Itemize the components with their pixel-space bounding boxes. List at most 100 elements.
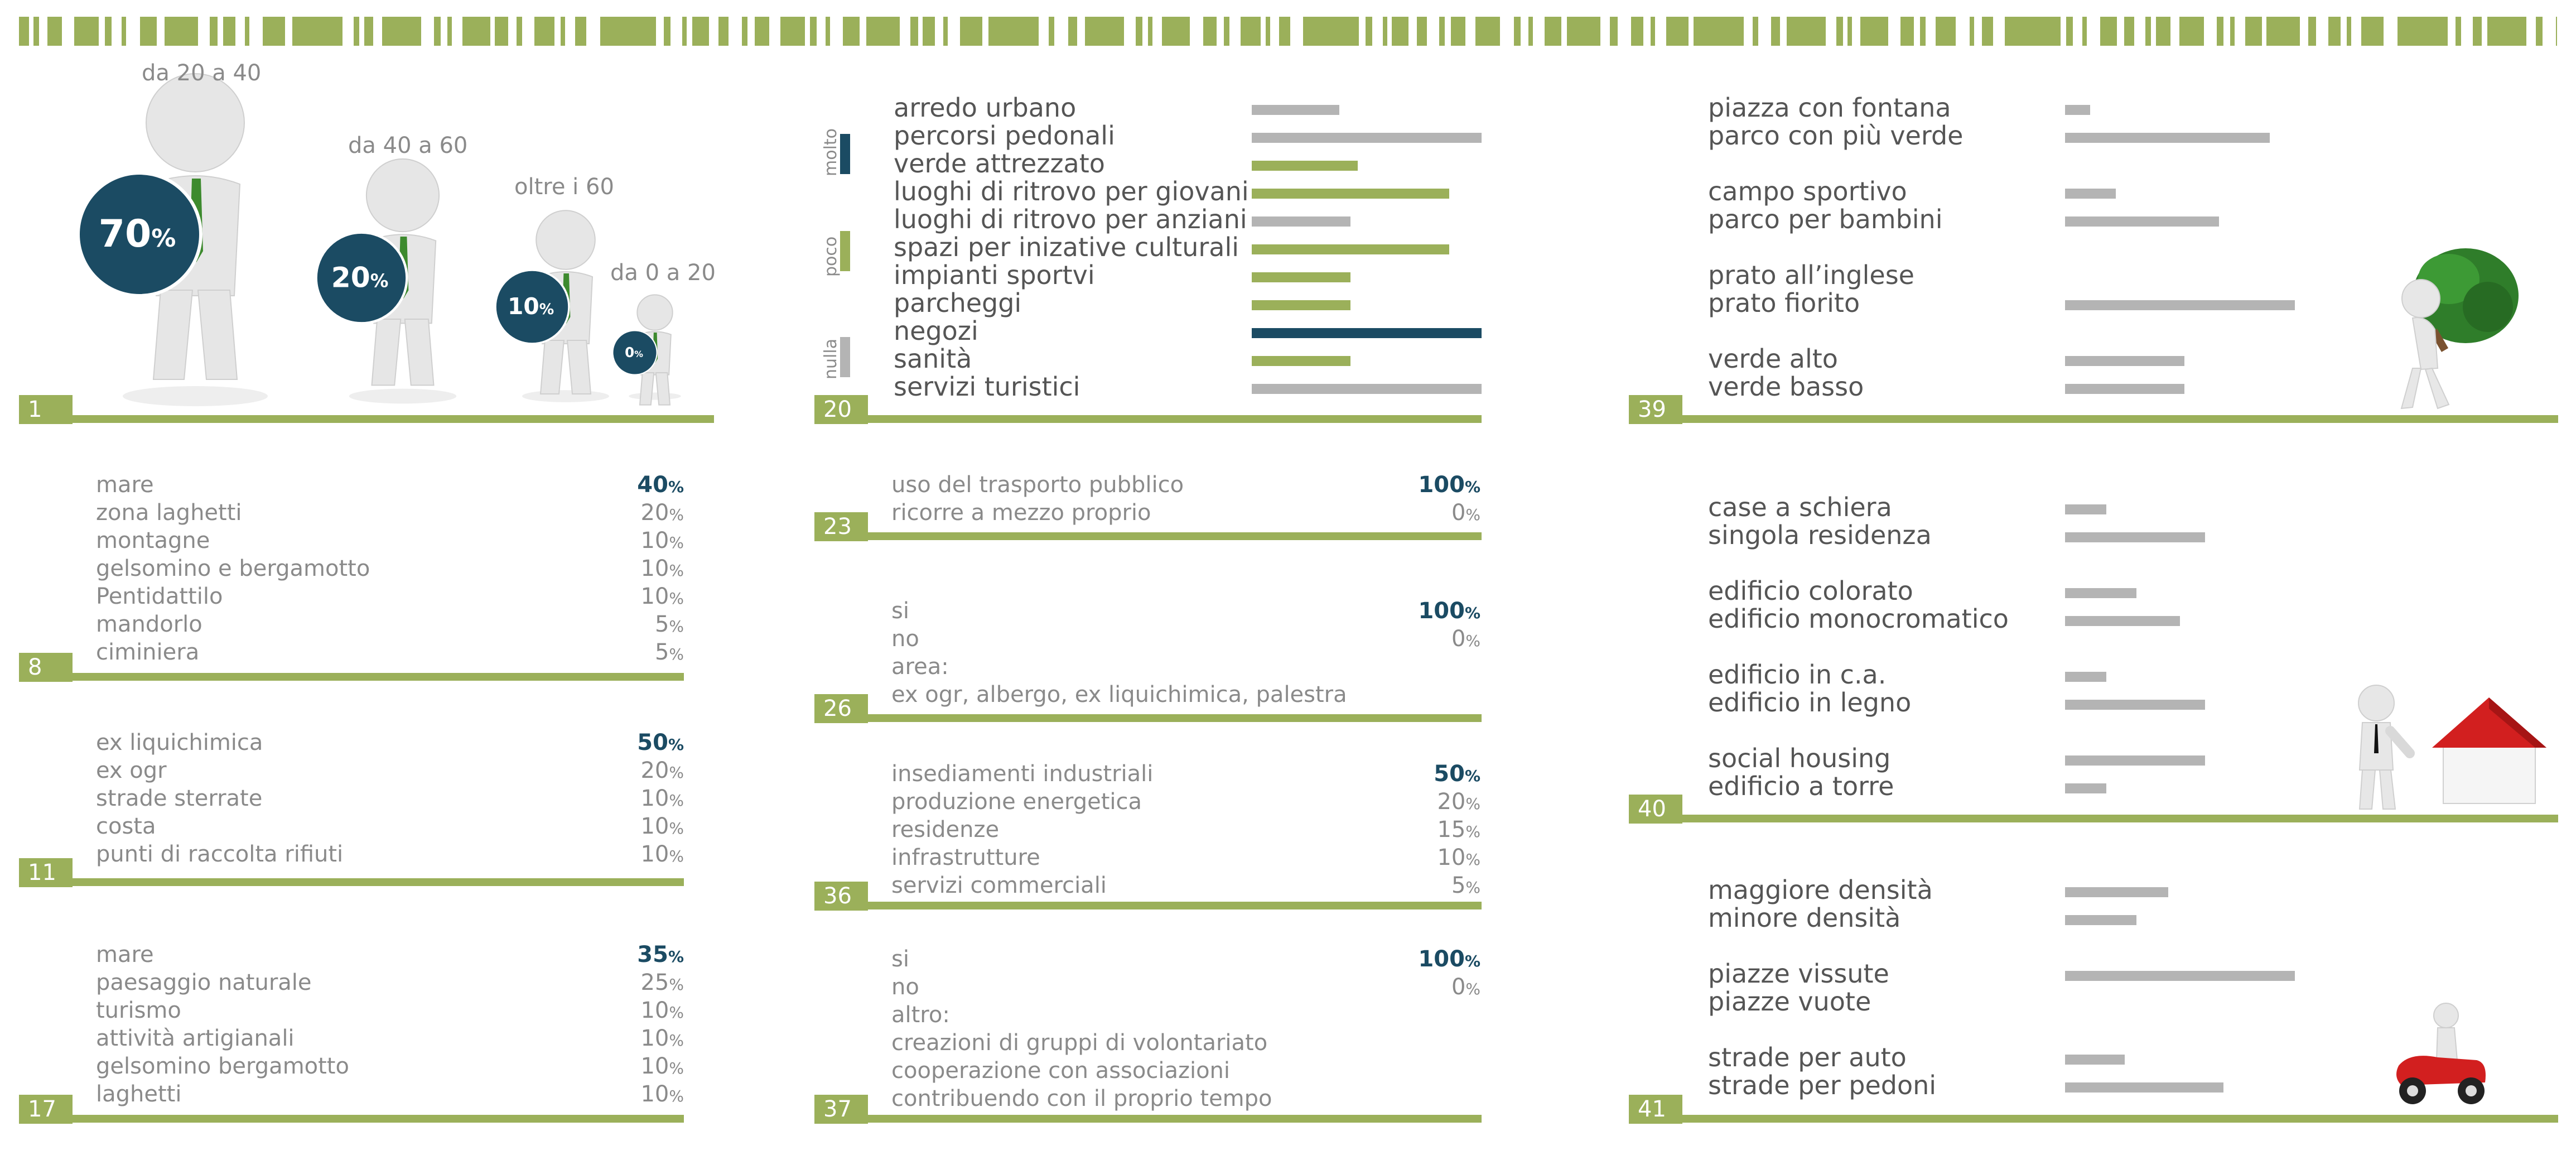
item-label: si [891,946,909,972]
divider [73,878,684,886]
barcode-bar [561,17,565,46]
barcode-bar [19,17,29,46]
barcode-bar [210,17,218,46]
item-percentage: 10% [640,814,684,839]
barcode-bar [1136,17,1142,46]
barcode-bar [1694,17,1744,46]
barcode-bar [1514,17,1521,46]
item-label: costa [96,814,156,839]
question-number: 37 [814,1095,868,1124]
divider [868,714,1482,722]
barcode-bar [1266,17,1270,46]
service-label: negozi [894,316,978,346]
barcode-bar [718,17,729,46]
note-text: contribuendo con il proprio tempo [891,1086,1272,1111]
barcode-bar [810,17,817,46]
barcode-bar [2328,17,2341,46]
option-bar [2065,700,2205,710]
service-label: arredo urbano [894,93,1077,123]
divider [73,673,684,681]
barcode-bar [447,17,452,46]
option-label: case a schiera [1708,492,1892,522]
option-label: edificio monocromatico [1708,604,2009,634]
item-label: gelsomino bergamotto [96,1053,349,1079]
option-label: prato fiorito [1708,288,1860,318]
barcode-bar [1279,17,1290,46]
legend-molto-label: molto [821,128,841,176]
barcode-bar [74,17,99,46]
item-label: produzione energetica [891,789,1142,815]
barcode-bar [923,17,935,46]
barcode-bar [1392,17,1408,46]
barcode-bar [600,17,656,46]
item-label: montagne [96,528,210,554]
item-label: mare [96,942,154,968]
option-bar [2065,356,2184,366]
service-label: parcheggi [894,288,1022,318]
item-label: infrastrutture [891,845,1040,870]
percentage-disc [494,269,570,345]
barcode-bar [1162,17,1190,46]
option-bar [2065,105,2090,115]
option-bar [2065,755,2205,766]
service-bar [1252,356,1350,366]
percentage-value: 20% [331,261,389,293]
barcode-bar [2145,17,2151,46]
item-percentage: 35% [637,942,684,968]
barcode-bar [1860,17,1888,46]
item-label: residenze [891,817,1000,843]
divider [1682,1115,2558,1123]
figure-head [536,210,596,270]
option-label: edificio in c.a. [1708,660,1887,690]
option-label: piazza con fontana [1708,93,1951,123]
barcode-bar [1451,17,1465,46]
item-percentage: 5% [1451,873,1480,898]
option-bar [2065,216,2219,227]
barcode-bar [988,17,1039,46]
option-label: strade per auto [1708,1042,1907,1072]
barcode-bar [1383,17,1387,46]
service-bar [1252,161,1358,171]
barcode-bar [2556,17,2557,46]
item-percentage: 10% [640,841,684,867]
note-text: altro: [891,1002,950,1028]
barcode-bar [1303,17,1359,46]
barcode-bar [2100,17,2117,46]
item-label: punti di raccolta rifiuti [96,841,344,867]
barcode-bar [140,17,157,46]
legend-poco-swatch [840,231,850,271]
barcode-bar [943,17,948,46]
service-bar [1252,272,1350,282]
barcode-bar [692,17,709,46]
service-label: impianti sportvi [894,260,1095,290]
item-label: Pentidattilo [96,584,223,609]
item-percentage: 5% [654,639,684,665]
question-number: 20 [814,395,868,424]
option-label: verde alto [1708,344,1838,374]
figure-leg [539,340,565,394]
legend-molto-swatch [840,134,850,174]
barcode-bar [354,17,359,46]
item-percentage: 10% [640,584,684,609]
item-percentage: 20% [1437,789,1480,815]
barcode-bar [843,17,860,46]
legend-poco-label: poco [821,236,841,277]
item-percentage: 50% [1434,761,1480,787]
group-label: da 40 a 60 [348,133,468,158]
barcode-bar [517,17,522,46]
option-bar [2065,133,2270,143]
barcode-bar [2347,17,2351,46]
item-percentage: 100% [1418,472,1480,498]
divider [868,415,1482,423]
option-bar [2065,300,2295,310]
person-with-house-icon [2358,685,2546,810]
barcode-bar [1085,17,1124,46]
option-label: minore densità [1708,903,1901,933]
question-number: 40 [1629,795,1682,824]
barcode-bar [1900,17,1914,46]
figure-leg [371,319,402,386]
option-bar [2065,1082,2223,1093]
barcode-bar [2082,17,2087,46]
barcode-bar [1631,17,1643,46]
item-percentage: 5% [654,612,684,637]
